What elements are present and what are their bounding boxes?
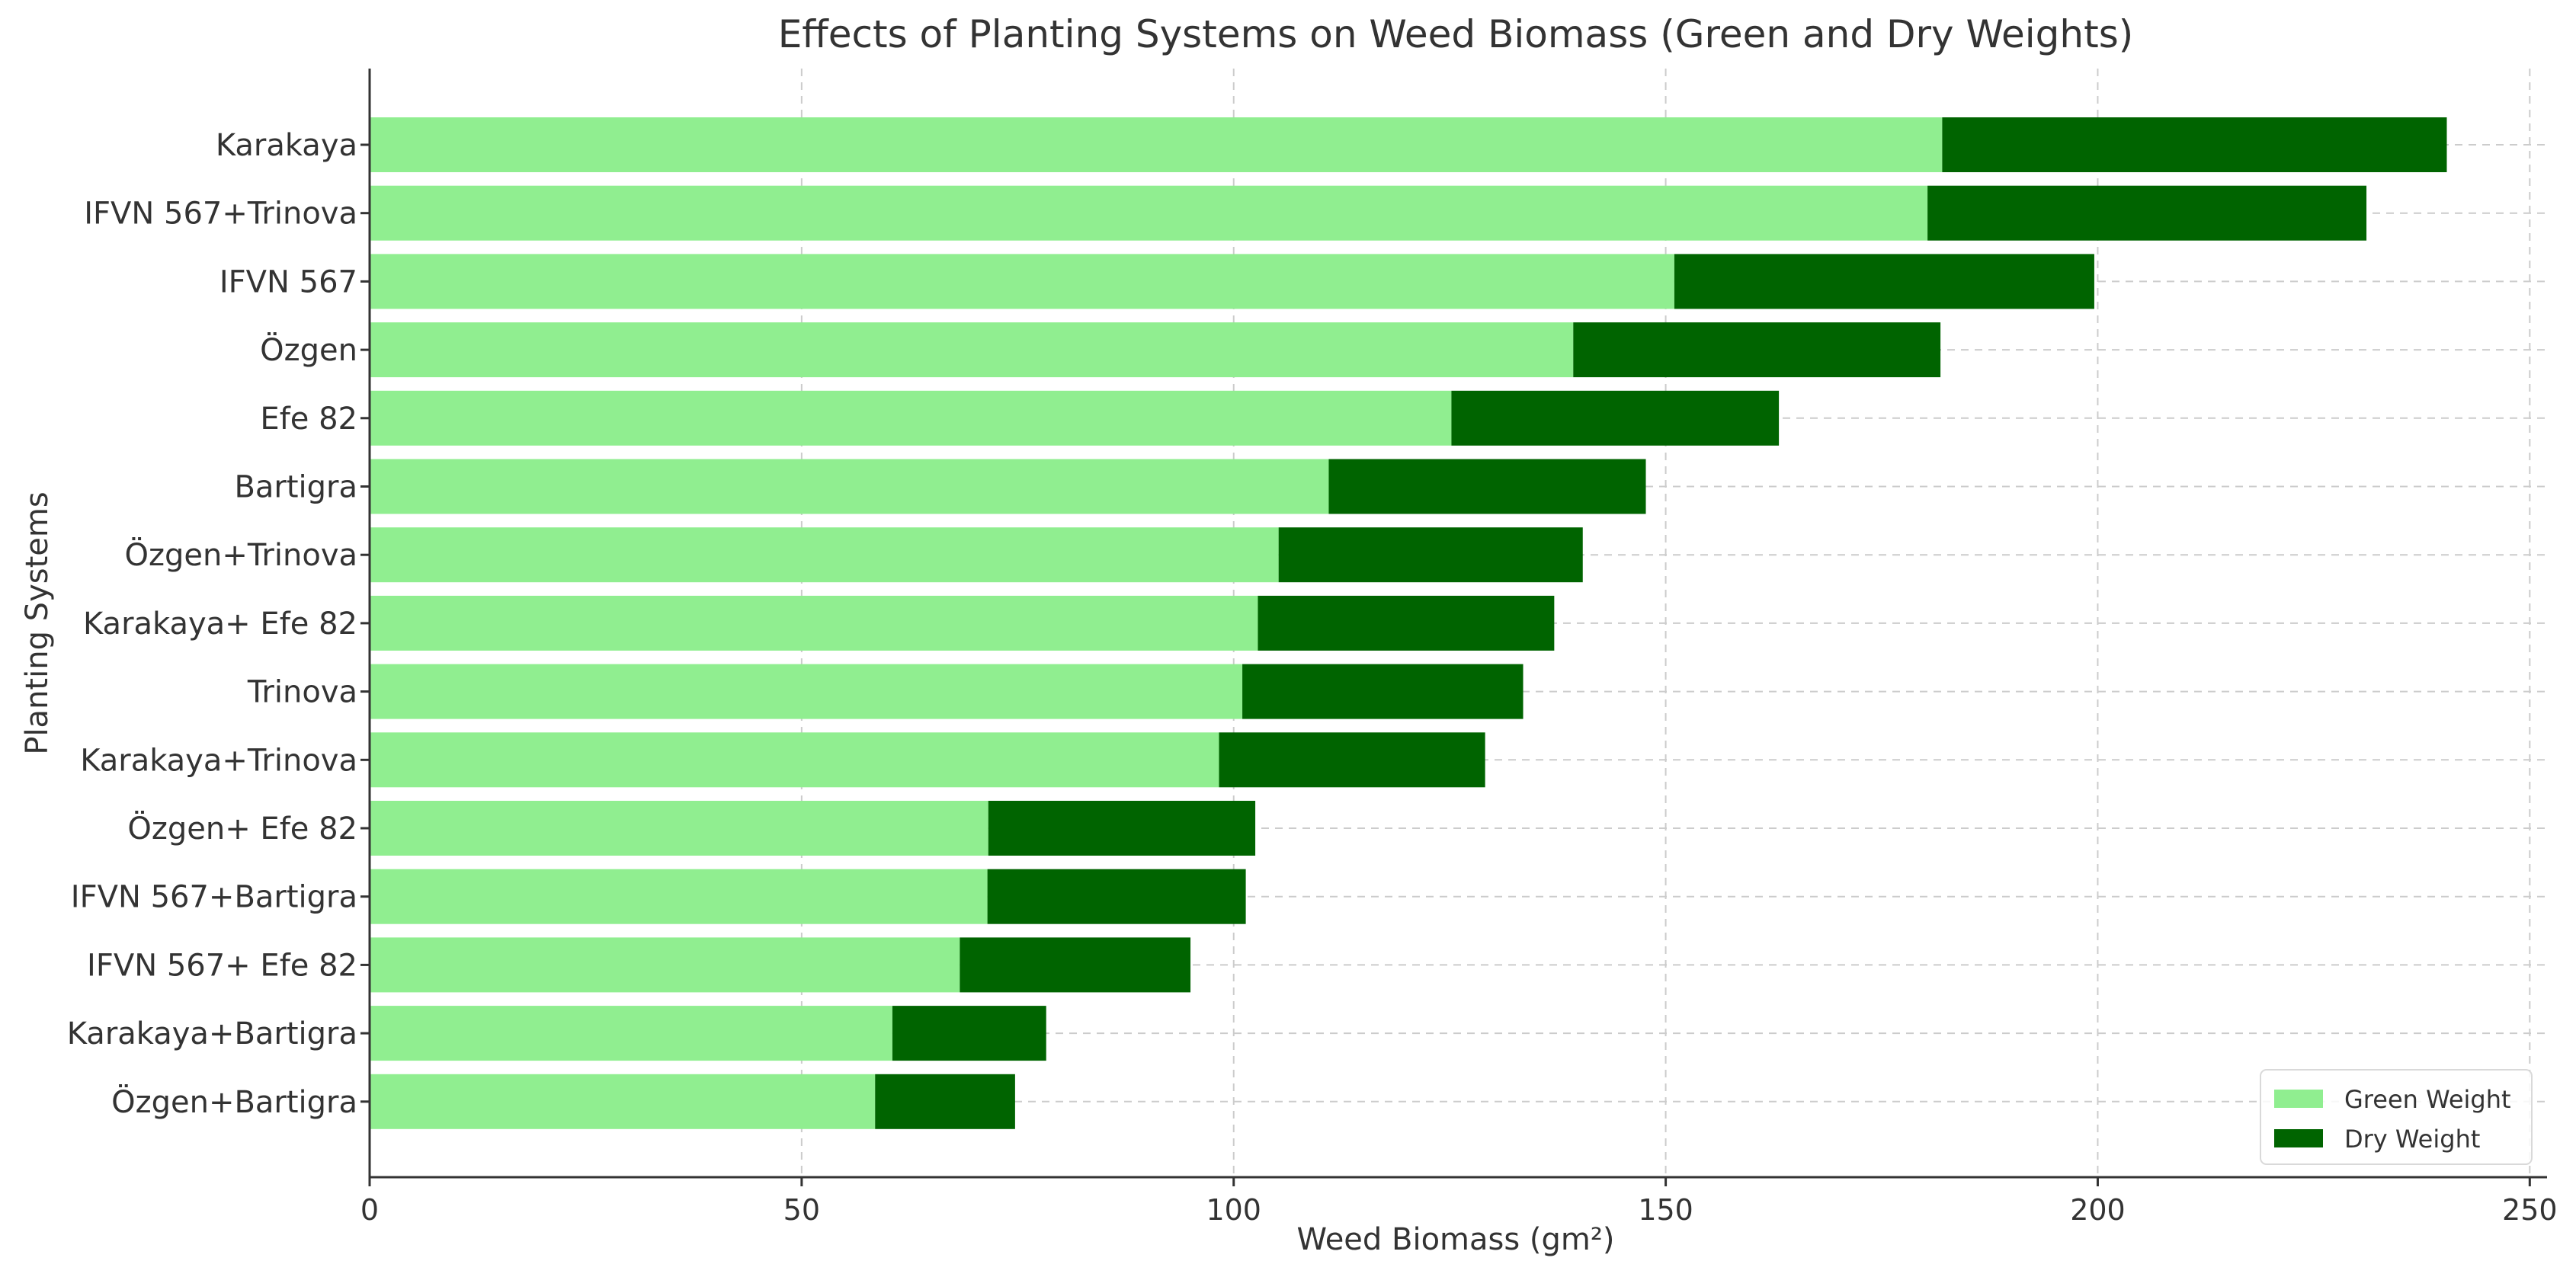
bar-dry-weight-zgen-bartigra: [875, 1074, 1015, 1129]
y-axis-category-labels: Karakaya IFVN 567+Trinova IFVN 567 Özgen Efe…: [67, 128, 357, 1120]
bar-green-weight-zgen-bartigra: [370, 1074, 876, 1129]
category-label-zgen-trinova: Özgen+Trinova: [125, 536, 357, 573]
bar-dry-weight-zgen: [1573, 322, 1941, 378]
bar-dry-weight-karakaya-efe-82: [1258, 595, 1555, 651]
bar-green-weight-karakaya-efe-82: [370, 595, 1258, 651]
bar-dry-weight-zgen-trinova: [1278, 527, 1583, 583]
x-tick-label-200: 200: [2070, 1193, 2126, 1227]
x-tick-label-0: 0: [360, 1193, 379, 1227]
bar-green-weight-karakaya: [370, 117, 1943, 172]
bar-green-weight-trinova: [370, 664, 1243, 719]
bar-dry-weight-karakaya: [1942, 117, 2447, 172]
bar-dry-weight-bartigra: [1328, 459, 1646, 514]
y-axis-label: Planting Systems: [20, 491, 55, 754]
bar-dry-weight-ifvn-567-efe-82: [960, 937, 1191, 993]
x-tick-label-50: 50: [783, 1193, 820, 1227]
chart-title: Effects of Planting Systems on Weed Biom…: [778, 12, 2134, 56]
category-label-trinova: Trinova: [247, 675, 357, 710]
category-label-ifvn-567-bartigra: IFVN 567+Bartigra: [71, 880, 357, 915]
bar-green-weight-ifvn-567-trinova: [370, 185, 1928, 241]
category-label-karakaya-bartigra: Karakaya+Bartigra: [67, 1016, 357, 1051]
legend-frame: [2260, 1069, 2533, 1165]
legend-swatch-dry-weight: [2274, 1129, 2323, 1147]
bar-green-weight-zgen-efe-82: [370, 801, 988, 856]
category-label-karakaya-efe-82: Karakaya+ Efe 82: [83, 606, 357, 642]
category-label-zgen-efe-82: Özgen+ Efe 82: [127, 810, 357, 847]
category-label-bartigra: Bartigra: [234, 470, 357, 505]
category-label-ifvn-567: IFVN 567: [219, 264, 357, 299]
x-axis-label: Weed Biomass (gm²): [1296, 1222, 1614, 1257]
bar-dry-weight-ifvn-567-bartigra: [987, 869, 1246, 924]
bar-green-weight-karakaya-bartigra: [370, 1006, 892, 1061]
bar-green-weight-efe-82: [370, 390, 1452, 446]
category-label-karakaya: Karakaya: [216, 128, 357, 163]
bar-green-weight-ifvn-567: [370, 254, 1674, 309]
category-label-ifvn-567-efe-82: IFVN 567+ Efe 82: [87, 948, 357, 983]
bar-green-weight-bartigra: [370, 459, 1329, 514]
legend-label-dry-weight: Dry Weight: [2344, 1125, 2480, 1154]
bar-green-weight-zgen-trinova: [370, 527, 1279, 583]
bar-dry-weight-zgen-efe-82: [988, 801, 1256, 856]
bar-dry-weight-ifvn-567: [1674, 254, 2094, 309]
x-tick-label-150: 150: [1638, 1193, 1693, 1227]
category-label-ifvn-567-trinova: IFVN 567+Trinova: [84, 197, 357, 232]
bars: [370, 117, 2447, 1129]
category-label-karakaya-trinova: Karakaya+Trinova: [80, 743, 357, 778]
bar-dry-weight-efe-82: [1451, 390, 1780, 446]
bar-dry-weight-karakaya-trinova: [1219, 732, 1485, 788]
bar-dry-weight-karakaya-bartigra: [892, 1006, 1046, 1061]
bar-green-weight-karakaya-trinova: [370, 732, 1219, 788]
bar-dry-weight-ifvn-567-trinova: [1927, 185, 2367, 241]
x-axis-ticks: 0 50 100 150 200 250: [360, 143, 2558, 1227]
legend: Green Weight Dry Weight: [2260, 1069, 2533, 1165]
category-label-zgen: Özgen: [260, 331, 357, 368]
category-label-efe-82: Efe 82: [260, 402, 357, 437]
category-label-zgen-bartigra: Özgen+Bartigra: [111, 1083, 357, 1120]
bar-green-weight-ifvn-567-efe-82: [370, 937, 960, 993]
bar-dry-weight-trinova: [1242, 664, 1523, 719]
bar-green-weight-ifvn-567-bartigra: [370, 869, 988, 924]
legend-label-green-weight: Green Weight: [2344, 1085, 2511, 1114]
legend-swatch-green-weight: [2274, 1090, 2323, 1108]
x-tick-label-100: 100: [1206, 1193, 1261, 1227]
x-tick-label-250: 250: [2502, 1193, 2558, 1227]
bar-green-weight-zgen: [370, 322, 1574, 378]
